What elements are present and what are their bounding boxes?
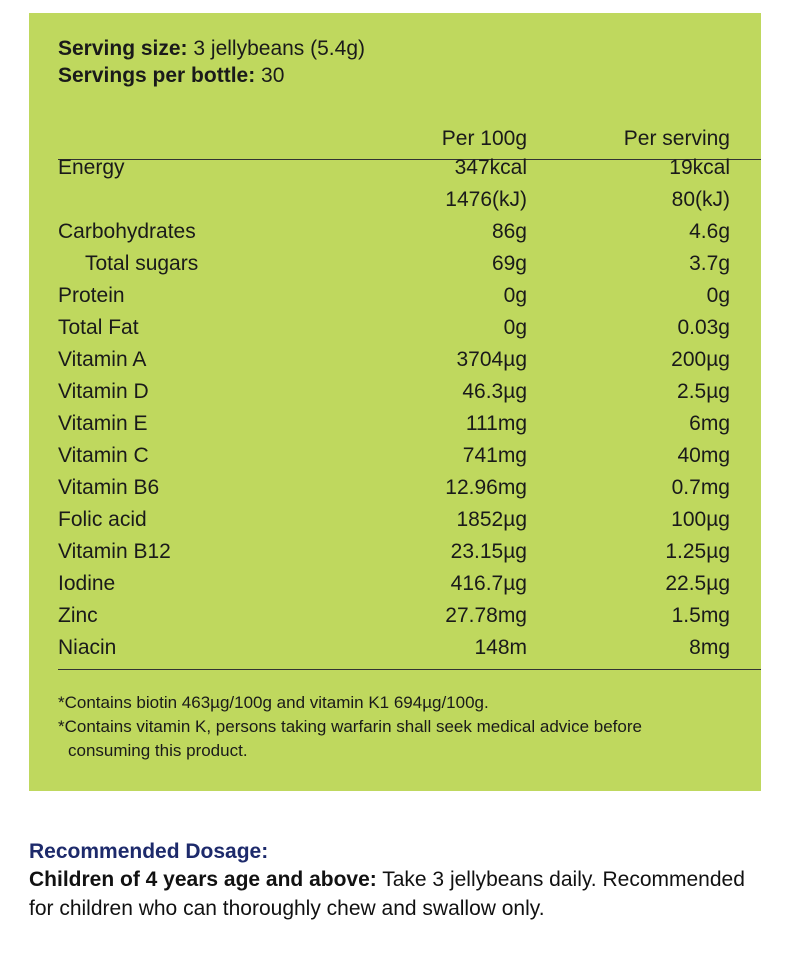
servings-per-bottle-value: 30 <box>255 64 285 87</box>
value-per-100g: 86g <box>491 220 527 243</box>
table-row: Total Fat 0g 0.03g <box>29 312 761 344</box>
value-per-serving: 4.6g <box>689 220 730 243</box>
value-per-100g: 12.96mg <box>445 476 527 499</box>
nutrient-label: Folic acid <box>58 508 147 531</box>
nutrient-label: Vitamin B6 <box>58 476 160 499</box>
table-row: 1476(kJ) 80(kJ) <box>29 184 761 216</box>
table-row: Vitamin E 111mg 6mg <box>29 408 761 440</box>
nutrient-label: Niacin <box>58 636 117 659</box>
value-per-100g: 111mg <box>465 412 527 435</box>
value-per-serving: 2.5µg <box>677 380 730 403</box>
table-row: Zinc 27.78mg 1.5mg <box>29 600 761 632</box>
column-header-per-100g: Per 100g <box>441 127 527 150</box>
table-row: Energy 347kcal 19kcal <box>29 152 761 184</box>
table-row: Vitamin B6 12.96mg 0.7mg <box>29 472 761 504</box>
value-per-100g: 0g <box>503 316 527 339</box>
value-per-100g: 23.15µg <box>450 540 527 563</box>
nutrient-label: Total Fat <box>58 316 139 339</box>
dosage-title: Recommended Dosage: <box>29 840 269 863</box>
value-per-serving: 6mg <box>689 412 730 435</box>
table-row: Folic acid 1852µg 100µg <box>29 504 761 536</box>
nutrient-label: Vitamin E <box>58 412 148 435</box>
value-per-100g: 1852µg <box>456 508 528 531</box>
value-per-100g: 0g <box>503 284 527 307</box>
table-row: Niacin 148m 8mg <box>29 632 761 664</box>
value-per-serving: 40mg <box>677 444 730 467</box>
table-row: Iodine 416.7µg 22.5µg <box>29 568 761 600</box>
nutrient-label: Vitamin B12 <box>58 540 171 563</box>
dosage-text: Children of 4 years age and above: Take … <box>29 866 769 923</box>
value-per-serving: 1.5mg <box>671 604 730 627</box>
value-per-100g: 148m <box>474 636 527 659</box>
serving-size-label: Serving size: <box>58 37 188 60</box>
nutrient-label: Iodine <box>58 572 116 595</box>
nutrient-label: Total sugars <box>85 252 199 275</box>
footnote-biotin: *Contains biotin 463µg/100g and vitamin … <box>58 693 489 712</box>
table-row: Total sugars 69g 3.7g <box>29 248 761 280</box>
table-row: Vitamin C 741mg 40mg <box>29 440 761 472</box>
value-per-serving: 1.25µg <box>665 540 730 563</box>
footnote-vitamin-k-continued: consuming this product. <box>68 741 248 760</box>
nutrient-label: Vitamin A <box>58 348 147 371</box>
dosage-instructions: Take 3 jellybeans daily. Recommended for… <box>29 868 745 920</box>
serving-size-value: 3 jellybeans (5.4g) <box>187 37 365 60</box>
nutrient-label: Vitamin D <box>58 380 149 403</box>
value-per-serving: 0.7mg <box>671 476 730 499</box>
value-per-100g: 69g <box>491 252 527 275</box>
value-per-serving: 22.5µg <box>665 572 730 595</box>
nutrient-label: Carbohydrates <box>58 220 196 243</box>
servings-per-bottle-label: Servings per bottle: <box>58 64 256 87</box>
value-per-100g: 741mg <box>462 444 527 467</box>
value-per-serving: 3.7g <box>689 252 730 275</box>
nutrient-label: Energy <box>58 156 125 179</box>
value-per-100g: 347kcal <box>454 156 527 179</box>
table-row: Vitamin B12 23.15µg 1.25µg <box>29 536 761 568</box>
value-per-serving: 8mg <box>689 636 730 659</box>
nutrient-label: Protein <box>58 284 125 307</box>
table-row: Carbohydrates 86g 4.6g <box>29 216 761 248</box>
serving-size-line: Serving size: 3 jellybeans (5.4g) <box>58 36 365 62</box>
table-row: Protein 0g 0g <box>29 280 761 312</box>
value-per-serving: 80(kJ) <box>671 188 730 211</box>
value-per-serving: 0g <box>706 284 730 307</box>
value-per-serving: 100µg <box>671 508 730 531</box>
dosage-audience: Children of 4 years age and above: <box>29 868 377 891</box>
value-per-100g: 3704µg <box>456 348 528 371</box>
nutrition-panel: Serving size: 3 jellybeans (5.4g) Servin… <box>29 13 761 791</box>
table-row: Vitamin D 46.3µg 2.5µg <box>29 376 761 408</box>
value-per-serving: 19kcal <box>669 156 730 179</box>
value-per-serving: 200µg <box>671 348 730 371</box>
footnote-vitamin-k: *Contains vitamin K, persons taking warf… <box>58 717 642 736</box>
value-per-100g: 46.3µg <box>462 380 527 403</box>
value-per-100g: 1476(kJ) <box>445 188 527 211</box>
value-per-100g: 27.78mg <box>445 604 527 627</box>
column-header-per-serving: Per serving <box>623 127 730 150</box>
table-top-rule <box>58 159 761 160</box>
servings-per-bottle-line: Servings per bottle: 30 <box>58 63 284 89</box>
nutrient-label: Zinc <box>58 604 98 627</box>
value-per-100g: 416.7µg <box>450 572 527 595</box>
table-row: Vitamin A 3704µg 200µg <box>29 344 761 376</box>
value-per-serving: 0.03g <box>677 316 730 339</box>
table-bottom-rule <box>58 669 761 670</box>
nutrient-label: Vitamin C <box>58 444 149 467</box>
